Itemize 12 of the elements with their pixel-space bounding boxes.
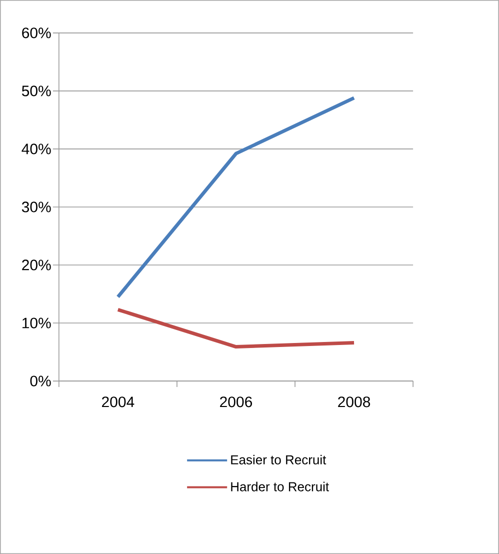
y-tick-label: 60% (22, 28, 51, 38)
legend-label: Easier to Recruit (231, 454, 326, 464)
y-tick-label: 0% (30, 376, 51, 386)
legend-label: Harder to Recruit (231, 482, 329, 492)
y-tick-label: 10% (22, 318, 51, 328)
x-tick-label: 2004 (102, 396, 134, 408)
x-tick-label: 2006 (220, 396, 252, 408)
y-tick-label: 30% (22, 202, 51, 212)
y-tick-label: 40% (22, 144, 51, 154)
x-tick-label: 2008 (338, 396, 370, 408)
y-tick-label: 50% (22, 86, 51, 96)
y-tick-label: 20% (22, 260, 51, 270)
